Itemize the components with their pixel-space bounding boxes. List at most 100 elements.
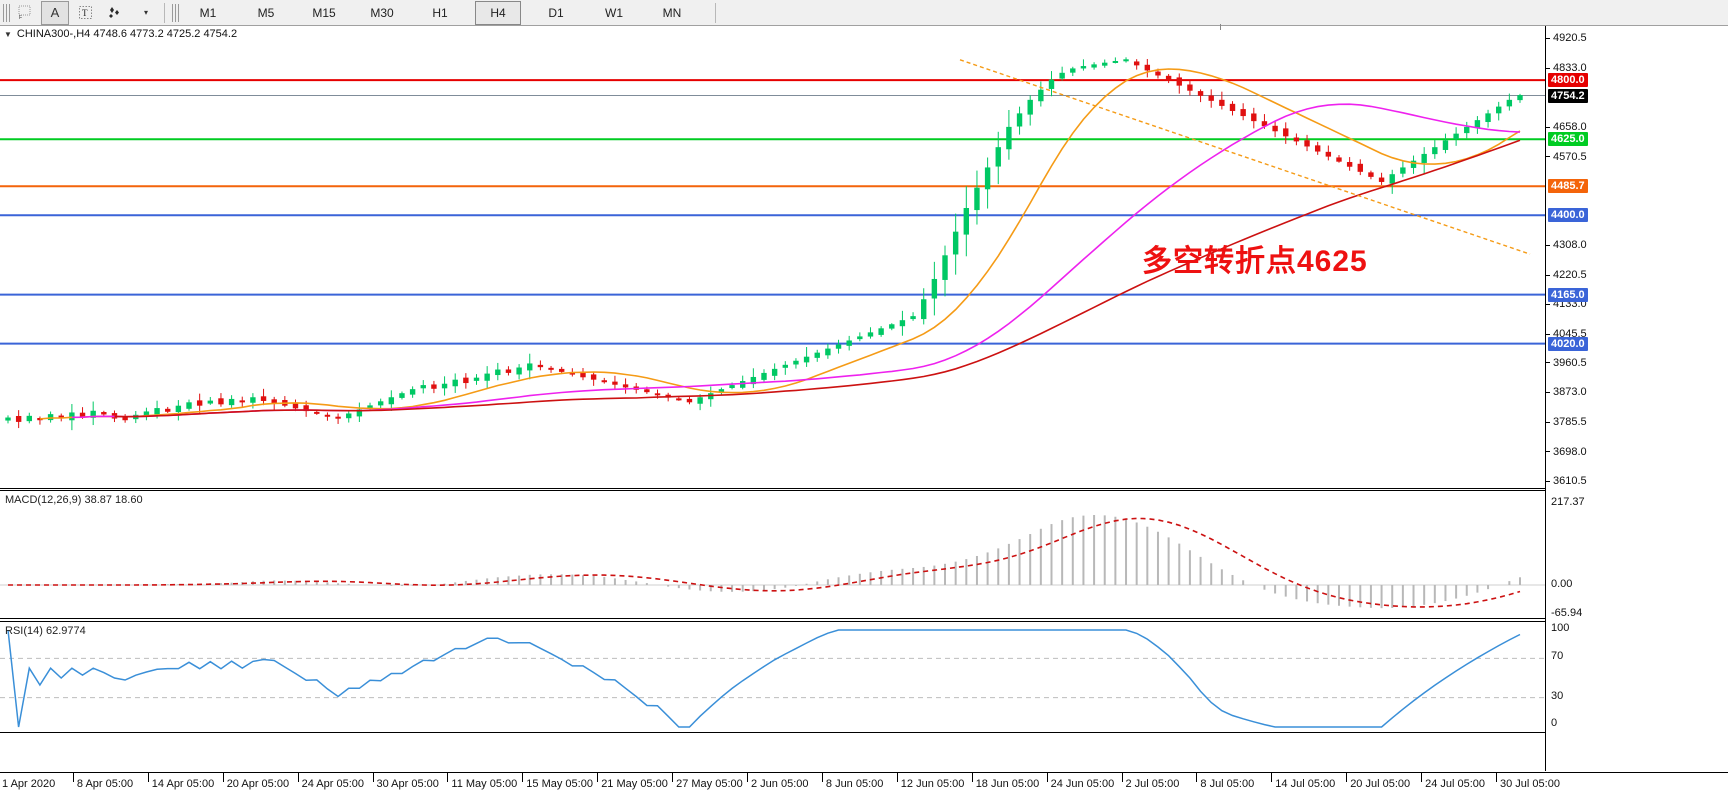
rsi-line xyxy=(7,629,1521,728)
time-tick-label: 15 May 05:00 xyxy=(526,778,593,790)
macd-panel[interactable]: MACD(12,26,9) 38.87 18.60 xyxy=(0,490,1545,619)
price-tick: 3785.5 xyxy=(1546,416,1587,428)
svg-text:F: F xyxy=(19,15,22,20)
time-tick-separator xyxy=(747,773,748,782)
time-tick-label: 1 Apr 2020 xyxy=(2,778,56,790)
time-tick-separator xyxy=(971,773,973,782)
time-tick-separator xyxy=(1121,773,1123,782)
price-tick: 4833.0 xyxy=(1546,62,1587,74)
macd-tick: -65.94 xyxy=(1551,607,1583,619)
price-tick: 4920.5 xyxy=(1546,32,1587,44)
time-tick-separator xyxy=(147,773,149,782)
time-tick-label: 24 Jul 05:00 xyxy=(1425,778,1486,790)
time-tick-label: 30 Apr 05:00 xyxy=(376,778,439,790)
macd-signal-line xyxy=(8,517,1521,608)
time-tick-separator xyxy=(447,773,449,782)
price-tick: 3698.0 xyxy=(1546,446,1587,458)
price-level-label[interactable]: 4020.0 xyxy=(1548,336,1588,351)
time-tick-label: 18 Jun 05:00 xyxy=(975,778,1040,790)
timeframe-grip[interactable] xyxy=(172,3,179,22)
time-tick-label: 14 Jul 05:00 xyxy=(1275,778,1336,790)
time-tick-label: 21 May 05:00 xyxy=(601,778,668,790)
timeframe-m1[interactable]: M1 xyxy=(199,5,217,20)
symbol-ohlc-text: CHINA300-,H4 4748.6 4773.2 4725.2 4754.2 xyxy=(16,28,238,40)
time-tick-label: 20 Apr 05:00 xyxy=(226,778,290,790)
toolbar-separator-2 xyxy=(715,2,716,23)
timeframe-mn[interactable]: MN xyxy=(662,5,682,20)
ma-red xyxy=(114,139,1521,418)
rsi-tick: 70 xyxy=(1551,650,1564,663)
time-tick-separator xyxy=(597,773,599,782)
time-tick-label: 24 Apr 05:00 xyxy=(301,778,364,790)
symbol-info-bar: ▼ CHINA300-,H4 4748.6 4773.2 4725.2 4754… xyxy=(0,27,237,41)
candle-series xyxy=(5,57,1523,431)
price-tick: 4658.0 xyxy=(1546,121,1587,133)
time-tick-separator xyxy=(72,773,74,782)
timeframe-bar: M1 M5 M15 M30 H1 H4 D1 W1 MN xyxy=(185,0,707,25)
text-tool-label: A xyxy=(50,5,60,20)
toolbar: F A T ▾ M1 M5 M15 M30 H1 H4 D1 W1 MN xyxy=(0,0,1728,26)
time-tick-label: 2 Jun 05:00 xyxy=(751,778,809,790)
rsi-tick: 30 xyxy=(1551,689,1564,702)
macd-tick: 0.00 xyxy=(1551,578,1573,590)
timeframe-w1[interactable]: W1 xyxy=(605,5,623,20)
timeframe-h1[interactable]: H1 xyxy=(432,5,448,20)
time-tick-label: 8 Jun 05:00 xyxy=(825,778,884,790)
timeframe-m15[interactable]: M15 xyxy=(312,5,336,20)
price-scale[interactable]: 4920.5 4833.0 4658.0 4570.5 4308.0 4220.5 4133… xyxy=(1545,26,1728,771)
price-tick: 3610.5 xyxy=(1546,475,1587,487)
price-level-label[interactable]: 4165.0 xyxy=(1548,287,1588,302)
time-tick-label: 2 Jul 05:00 xyxy=(1125,778,1180,790)
time-axis[interactable]: 1 Apr 2020 8 Apr 05:00 14 Apr 05:00 20 Apr … xyxy=(0,772,1728,798)
time-tick-label: 20 Jul 05:00 xyxy=(1350,778,1411,790)
crosshair-vertical-line xyxy=(1220,24,1221,30)
macd-tick: 217.37 xyxy=(1551,496,1585,508)
time-tick-separator xyxy=(297,773,299,782)
timeframe-h4[interactable]: H4 xyxy=(475,0,521,25)
time-tick-separator xyxy=(1346,773,1348,782)
rsi-label: RSI(14) 62.9774 xyxy=(5,625,86,637)
svg-text:T: T xyxy=(82,8,88,18)
time-tick-label: 11 May 05:00 xyxy=(451,778,518,790)
label-tool-icon[interactable]: T xyxy=(71,1,99,25)
time-tick-label: 24 Jun 05:00 xyxy=(1050,778,1115,790)
macd-histogram xyxy=(166,515,1521,609)
time-tick-separator xyxy=(222,773,224,782)
objects-dropdown-caret-icon[interactable]: ▾ xyxy=(131,1,159,25)
time-tick-label: 27 May 05:00 xyxy=(676,778,743,790)
price-tick: 4220.5 xyxy=(1546,269,1587,281)
time-tick-separator xyxy=(1421,773,1423,782)
objects-icon[interactable] xyxy=(101,1,129,25)
price-tick: 4570.5 xyxy=(1546,151,1587,163)
timeframe-m5[interactable]: M5 xyxy=(257,5,275,20)
time-tick-label: 8 Apr 05:00 xyxy=(76,778,134,790)
price-level-label[interactable]: 4625.0 xyxy=(1548,132,1588,147)
text-tool-icon[interactable]: A xyxy=(41,0,69,25)
crosshair-icon[interactable]: F xyxy=(11,1,39,25)
rsi-panel[interactable]: RSI(14) 62.9774 xyxy=(0,621,1545,733)
price-panel[interactable] xyxy=(0,26,1545,489)
time-tick-separator xyxy=(1046,773,1048,782)
toolbar-separator xyxy=(164,2,165,23)
price-level-label[interactable]: 4754.2 xyxy=(1548,88,1588,103)
collapse-icon[interactable]: ▼ xyxy=(4,29,12,39)
price-tick: 3873.0 xyxy=(1546,386,1587,398)
chart-frame: MACD(12,26,9) 38.87 18.60 RSI(14) 62.977… xyxy=(0,26,1545,771)
toolbar-grip[interactable] xyxy=(3,3,10,22)
time-tick-label: 14 Apr 05:00 xyxy=(151,778,215,790)
caret-glyph: ▾ xyxy=(143,8,148,17)
ma-orange xyxy=(39,68,1521,420)
time-tick-separator xyxy=(896,773,898,782)
time-tick-separator xyxy=(1271,773,1273,782)
timeframe-d1[interactable]: D1 xyxy=(548,5,564,20)
chart-annotation-text: 多空转折点4625 xyxy=(1142,245,1368,278)
price-level-label[interactable]: 4400.0 xyxy=(1548,208,1588,223)
timeframe-m30[interactable]: M30 xyxy=(370,5,394,20)
time-tick-label: 8 Jul 05:00 xyxy=(1200,778,1255,790)
time-tick-separator xyxy=(1196,773,1198,782)
price-level-label[interactable]: 4485.7 xyxy=(1548,179,1588,194)
rsi-tick: 100 xyxy=(1551,622,1570,634)
price-level-label[interactable]: 4800.0 xyxy=(1548,73,1588,88)
macd-label: MACD(12,26,9) 38.87 18.60 xyxy=(5,494,143,506)
rsi-tick: 0 xyxy=(1551,717,1558,729)
